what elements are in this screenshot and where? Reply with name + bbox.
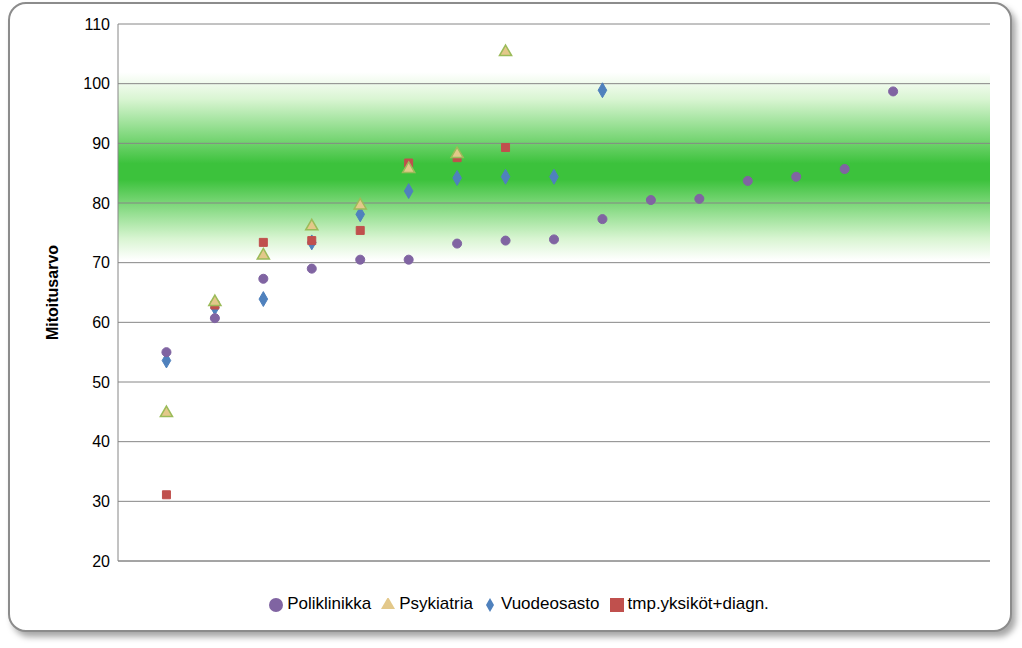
svg-text:100: 100 [83,75,110,92]
html-text:Poliklinikka: Poliklinikka [287,594,372,613]
svg-text:20: 20 [92,553,110,570]
svg-text:80: 80 [92,195,110,212]
svg-text:40: 40 [92,433,110,450]
svg-text:110: 110 [84,16,110,33]
svg-text:60: 60 [92,314,110,331]
svg-text:30: 30 [92,493,110,510]
html-text:tmp.yksiköt+diagn.: tmp.yksiköt+diagn. [627,594,769,613]
svg-text:70: 70 [92,254,110,271]
html-text:Psykiatria: Psykiatria [399,594,473,613]
svg-text:50: 50 [92,374,110,391]
html-text:Vuodeosasto: Vuodeosasto [500,594,600,613]
svg-text:Mitoitusarvo: Mitoitusarvo [44,245,61,340]
svg-text:90: 90 [92,135,110,152]
